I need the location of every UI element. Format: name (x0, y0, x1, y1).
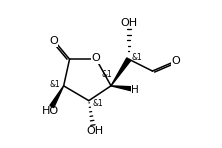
Polygon shape (111, 58, 131, 86)
Text: OH: OH (86, 126, 103, 136)
Text: &1: &1 (49, 80, 60, 89)
Text: &1: &1 (92, 99, 103, 108)
Polygon shape (111, 86, 132, 91)
Text: &1: &1 (101, 70, 112, 79)
Text: H: H (131, 85, 139, 95)
Text: O: O (171, 56, 180, 66)
Text: &1: &1 (131, 53, 142, 62)
Polygon shape (50, 86, 64, 108)
Text: O: O (49, 36, 58, 46)
Text: OH: OH (120, 18, 137, 28)
Text: O: O (92, 53, 101, 63)
Text: HO: HO (42, 106, 59, 116)
